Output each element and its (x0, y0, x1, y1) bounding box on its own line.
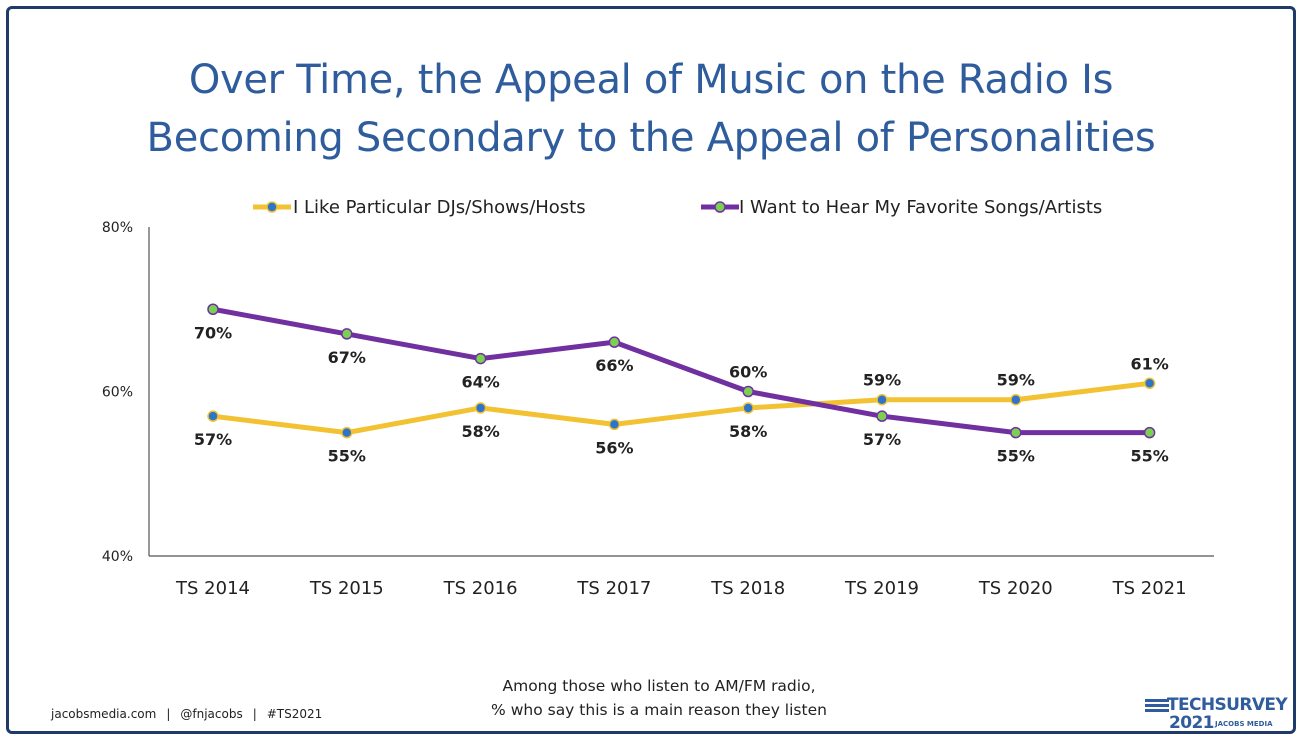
data-label: 55% (328, 447, 366, 466)
data-point (1143, 426, 1156, 439)
data-label: 58% (729, 422, 767, 441)
x-tick-label: TS 2017 (576, 578, 651, 599)
data-label: 57% (194, 430, 232, 449)
data-label: 60% (729, 363, 767, 382)
legend-swatch-marker (266, 201, 278, 213)
data-label: 58% (461, 422, 499, 441)
data-point (341, 328, 353, 340)
data-point (608, 418, 621, 431)
data-point (1143, 377, 1156, 390)
y-tick-label: 80% (102, 220, 133, 236)
footer-credits: jacobsmedia.com | @fnjacobs | #TS2021 (51, 707, 322, 721)
title-line-2: Becoming Secondary to the Appeal of Pers… (146, 115, 1156, 161)
legend-label: I Want to Hear My Favorite Songs/Artists (739, 197, 1102, 218)
data-label: 66% (595, 356, 633, 375)
subtitle-line-1: Among those who listen to AM/FM radio, (502, 677, 816, 695)
data-point (207, 303, 219, 315)
line-chart: 40% 60% 80% TS 2014 TS 2015 TS 2016 TS 2017 TS … (102, 197, 1214, 599)
data-label: 59% (997, 371, 1035, 390)
x-tick-label: TS 2018 (710, 578, 785, 599)
subtitle-line-2: % who say this is a main reason they lis… (491, 701, 827, 719)
y-tick-label: 60% (102, 385, 133, 401)
flag-icon (1145, 699, 1169, 717)
footer-separator: | (166, 707, 171, 721)
x-tick-label: TS 2019 (844, 578, 919, 599)
legend-label: I Like Particular DJs/Shows/Hosts (293, 197, 586, 218)
x-tick-label: TS 2014 (175, 578, 250, 599)
data-point (1010, 426, 1022, 439)
x-tick-label: TS 2016 (443, 578, 518, 599)
x-tick-label: TS 2021 (1112, 578, 1187, 599)
x-tick-label: TS 2020 (978, 578, 1053, 599)
data-point (1010, 393, 1022, 406)
legend-swatch-marker (714, 201, 726, 213)
data-point (742, 385, 754, 398)
logo-text-jacobs: JACOBS MEDIA (1215, 720, 1273, 728)
footer-site: jacobsmedia.com (51, 707, 157, 721)
data-point (341, 426, 353, 439)
x-tick-label: TS 2015 (309, 578, 384, 599)
data-label: 64% (461, 373, 499, 392)
logo-text-techsurvey: TECHSURVEY (1167, 695, 1288, 715)
data-label: 55% (1130, 447, 1168, 466)
footer-handle: @fnjacobs (180, 707, 243, 721)
logo-text-year: 2021 (1169, 713, 1215, 733)
footer-hashtag: #TS2021 (266, 707, 323, 721)
data-label: 70% (194, 323, 232, 342)
series-line-1 (210, 380, 1153, 436)
data-point (474, 352, 487, 365)
slide: Over Time, the Appeal of Music on the Ra… (6, 6, 1296, 734)
data-point (608, 336, 621, 348)
techsurvey-logo: TECHSURVEY 2021 JACOBS MEDIA (1145, 695, 1290, 733)
data-label: 57% (863, 430, 901, 449)
data-point (474, 402, 487, 414)
series-line-2 (210, 306, 1153, 436)
data-label: 67% (328, 348, 366, 367)
data-label: 59% (863, 371, 901, 390)
title-line-1: Over Time, the Appeal of Music on the Ra… (188, 57, 1114, 103)
chart-title: Over Time, the Appeal of Music on the Ra… (9, 51, 1293, 167)
data-point (876, 410, 888, 422)
data-label: 61% (1130, 354, 1168, 373)
data-label: 56% (595, 438, 633, 457)
footer-separator: | (252, 707, 257, 721)
data-label: 55% (997, 447, 1035, 466)
data-point (742, 402, 754, 414)
chart-subtitle: Among those who listen to AM/FM radio, %… (439, 674, 879, 722)
y-tick-label: 40% (102, 549, 133, 565)
data-point (876, 393, 888, 406)
data-point (207, 410, 219, 422)
